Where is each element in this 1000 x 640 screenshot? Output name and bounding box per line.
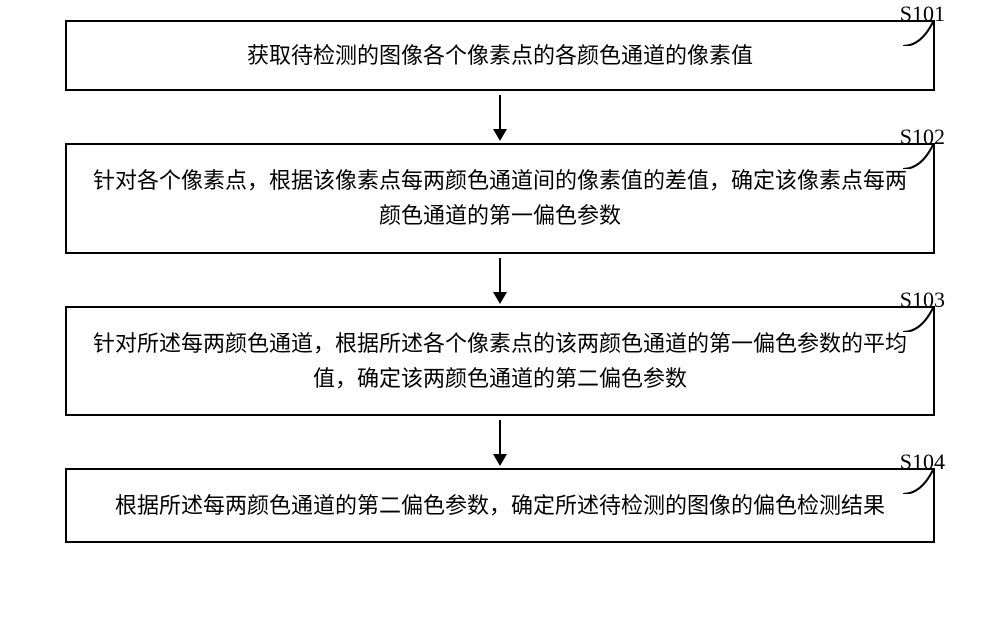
- arrow-line: [499, 258, 501, 292]
- step-box-s102: S102 针对各个像素点，根据该像素点每两颜色通道间的像素值的差值，确定该像素点…: [65, 143, 935, 253]
- step-wrapper-s103: S103 针对所述每两颜色通道，根据所述各个像素点的该两颜色通道的第一偏色参数的…: [60, 306, 940, 416]
- step-wrapper-s104: S104 根据所述每两颜色通道的第二偏色参数，确定所述待检测的图像的偏色检测结果: [60, 468, 940, 543]
- arrow-line: [499, 95, 501, 129]
- step-text-s102: 针对各个像素点，根据该像素点每两颜色通道间的像素值的差值，确定该像素点每两颜色通…: [93, 168, 907, 228]
- step-label-s104: S104: [900, 444, 945, 479]
- step-label-s101: S101: [900, 0, 945, 31]
- arrow-line: [499, 420, 501, 454]
- arrow-s103-s104: [493, 420, 507, 466]
- arrow-head: [493, 454, 507, 466]
- step-label-s103: S103: [900, 282, 945, 317]
- arrow-s101-s102: [493, 95, 507, 141]
- step-wrapper-s102: S102 针对各个像素点，根据该像素点每两颜色通道间的像素值的差值，确定该像素点…: [60, 143, 940, 253]
- arrow-head: [493, 292, 507, 304]
- step-label-s102: S102: [900, 119, 945, 154]
- step-text-s104: 根据所述每两颜色通道的第二偏色参数，确定所述待检测的图像的偏色检测结果: [115, 493, 885, 518]
- step-box-s104: S104 根据所述每两颜色通道的第二偏色参数，确定所述待检测的图像的偏色检测结果: [65, 468, 935, 543]
- step-wrapper-s101: S101 获取待检测的图像各个像素点的各颜色通道的像素值: [60, 20, 940, 91]
- arrow-s102-s103: [493, 258, 507, 304]
- step-box-s101: S101 获取待检测的图像各个像素点的各颜色通道的像素值: [65, 20, 935, 91]
- arrow-head: [493, 129, 507, 141]
- step-text-s101: 获取待检测的图像各个像素点的各颜色通道的像素值: [247, 43, 753, 68]
- step-text-s103: 针对所述每两颜色通道，根据所述各个像素点的该两颜色通道的第一偏色参数的平均值，确…: [93, 331, 907, 391]
- flowchart-container: S101 获取待检测的图像各个像素点的各颜色通道的像素值 S102 针对各个像素…: [60, 20, 940, 543]
- step-box-s103: S103 针对所述每两颜色通道，根据所述各个像素点的该两颜色通道的第一偏色参数的…: [65, 306, 935, 416]
